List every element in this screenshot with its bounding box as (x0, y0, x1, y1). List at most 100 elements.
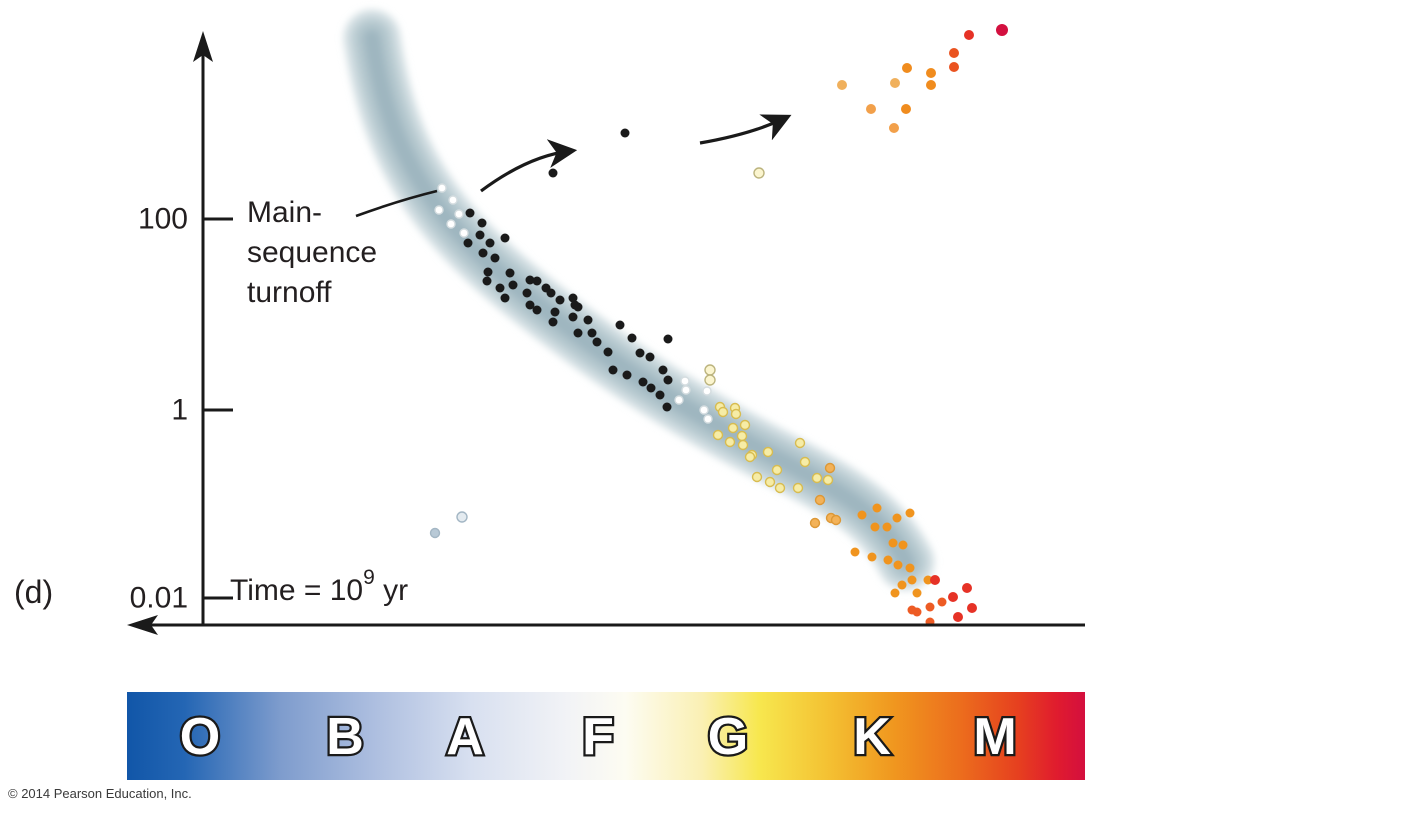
star-dot (522, 288, 532, 298)
star-dot (926, 80, 936, 90)
star-dot (459, 228, 469, 238)
time-label: Time = 109 yr (230, 566, 408, 607)
star-dot (505, 268, 515, 278)
star-dot (546, 288, 556, 298)
star-dot (570, 300, 580, 310)
star-dot (724, 436, 736, 448)
star-dot (622, 370, 632, 380)
spectral-class-letter-B: B (326, 708, 364, 766)
star-dot (792, 482, 804, 494)
star-dot (608, 365, 618, 375)
star-dot (925, 602, 935, 612)
star-dot (882, 522, 892, 532)
star-dot (645, 352, 655, 362)
star-dot (463, 238, 473, 248)
time-label-prefix: Time = 10 (230, 574, 363, 607)
turnoff-arrow-left (480, 139, 578, 193)
star-dot (674, 395, 684, 405)
star-dot (872, 503, 882, 513)
spectral-class-letter-G: G (708, 708, 748, 766)
giant-stars-light-orange (866, 104, 899, 133)
star-dot (646, 383, 656, 393)
star-dot (548, 168, 558, 178)
star-dot (525, 275, 535, 285)
star-dot (744, 451, 756, 463)
star-dot (923, 575, 933, 585)
star-dot (568, 312, 578, 322)
star-dot (912, 607, 922, 617)
star-dot (704, 364, 716, 376)
y-tick-label: 1 (171, 394, 188, 427)
star-dot (730, 408, 742, 420)
star-dot (814, 494, 826, 506)
star-dot (892, 513, 902, 523)
star-dot (953, 612, 963, 622)
star-dot (615, 320, 625, 330)
star-dot (478, 248, 488, 258)
star-dot (897, 580, 907, 590)
star-dot (739, 419, 751, 431)
star-dots-layer (429, 24, 1008, 627)
star-dot (434, 205, 444, 215)
star-dot (830, 514, 842, 526)
star-dot (456, 511, 468, 523)
star-dot (592, 337, 602, 347)
star-dot (482, 276, 492, 286)
star-dot (962, 583, 972, 593)
star-dot (764, 476, 776, 488)
star-dot (454, 209, 464, 219)
star-dot (949, 48, 959, 58)
star-dot (889, 123, 899, 133)
star-dot (866, 104, 876, 114)
star-dot (753, 167, 765, 179)
star-dot (495, 283, 505, 293)
spectral-class-letter-O: O (180, 708, 220, 766)
subgiant-stars-black (548, 128, 630, 178)
star-dot (901, 104, 911, 114)
star-dot (620, 128, 630, 138)
star-dot (655, 390, 665, 400)
turnoff-label-line1: Main- (247, 196, 322, 229)
star-dot (890, 588, 900, 598)
giant-stars-orange (901, 63, 936, 114)
star-dot (483, 267, 493, 277)
turnoff-label-line3: turnoff (247, 276, 332, 309)
turnoff-annotation: Main- sequence turnoff (247, 189, 438, 309)
star-dot (890, 78, 900, 88)
star-dot (883, 555, 893, 565)
star-dot (824, 462, 836, 474)
giant-stars-tan (837, 78, 900, 90)
star-dot (658, 365, 668, 375)
star-dot (525, 300, 535, 310)
star-dot (490, 253, 500, 263)
star-dot (902, 63, 912, 73)
star-dot (811, 472, 823, 484)
star-dot (774, 482, 786, 494)
y-axis-arrowhead-icon (193, 31, 213, 62)
star-dot (555, 295, 565, 305)
star-dot (809, 517, 821, 529)
star-dot (699, 405, 709, 415)
main-sequence-stars-white (434, 183, 713, 424)
star-dot (583, 315, 593, 325)
y-tick-label: 100 (138, 203, 188, 236)
star-dot (850, 547, 860, 557)
faint-blue-stars-open (456, 511, 468, 523)
spectral-class-letter-A: A (446, 708, 484, 766)
giant-stars-red-orange (949, 48, 959, 72)
star-dot (898, 540, 908, 550)
star-dot (477, 218, 487, 228)
star-dot (587, 328, 597, 338)
star-dot (905, 508, 915, 518)
y-tick-label: 0.01 (130, 582, 188, 615)
star-dot (937, 597, 947, 607)
star-dot (635, 348, 645, 358)
star-dot (712, 429, 724, 441)
star-dot (930, 575, 940, 585)
y-axis-ticks: 100 1 0.01 (130, 203, 233, 615)
star-dot (448, 195, 458, 205)
star-dot (663, 375, 673, 385)
